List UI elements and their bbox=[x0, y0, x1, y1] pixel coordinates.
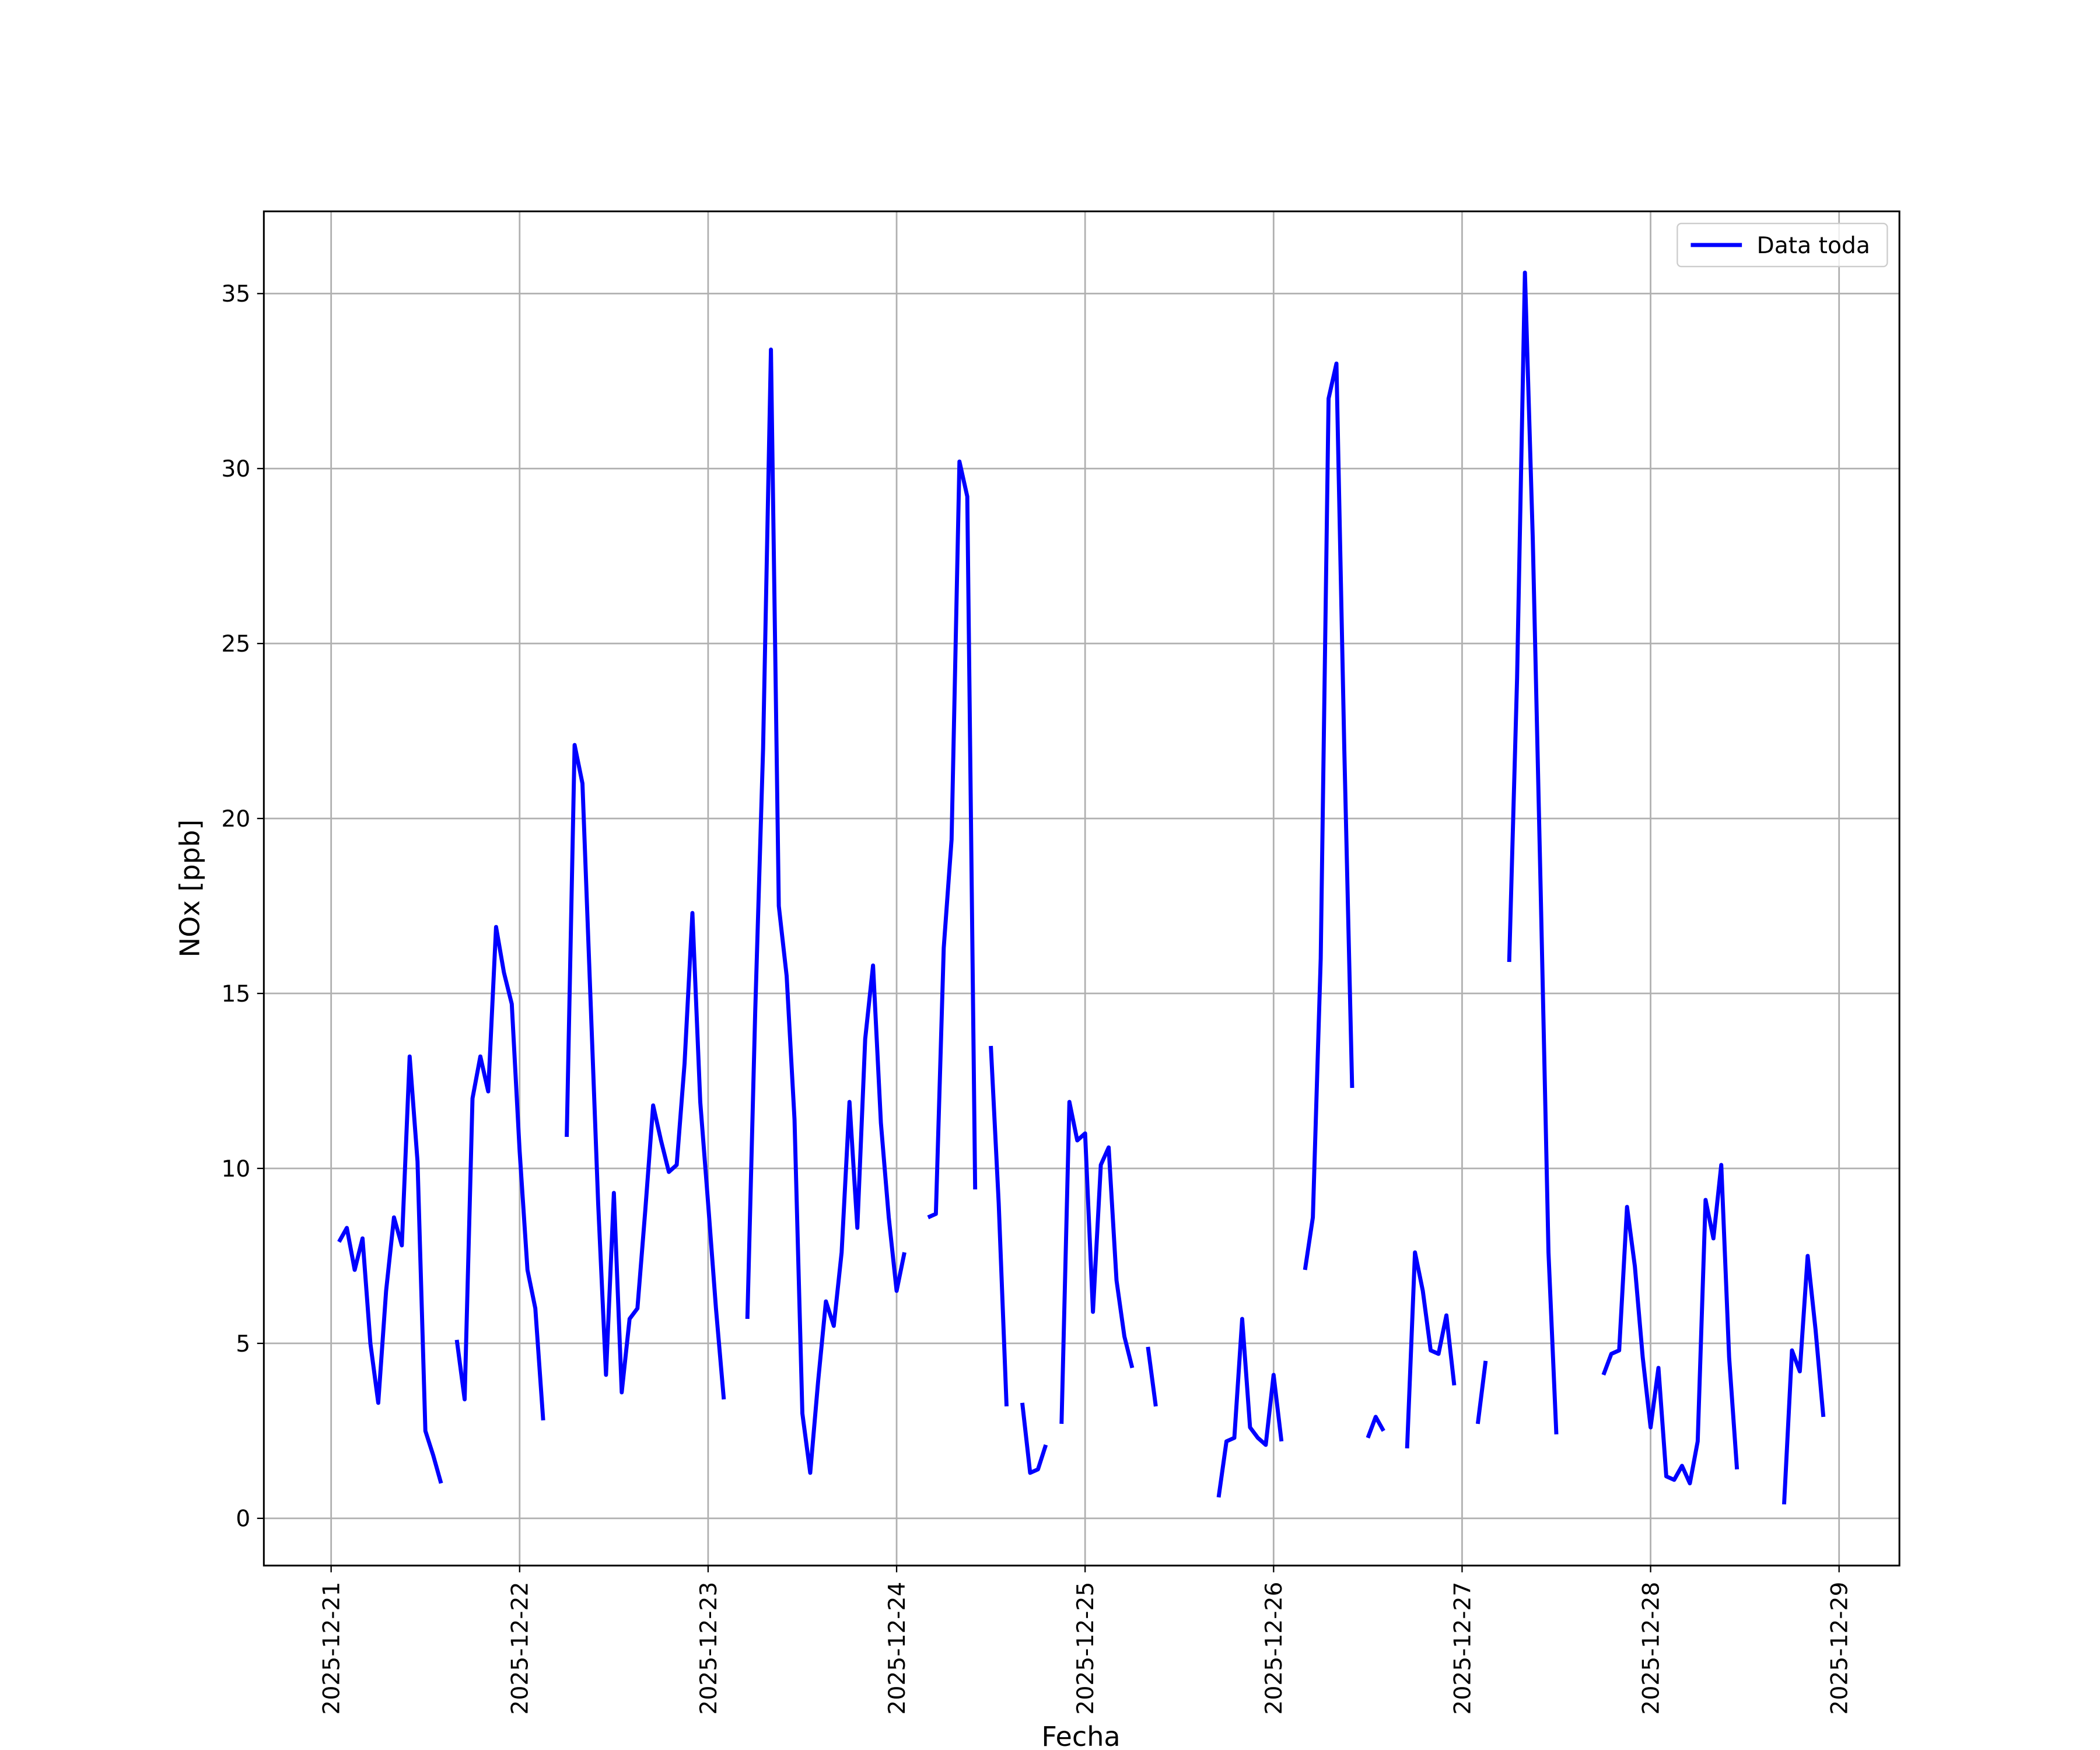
plot-frame bbox=[262, 210, 1901, 1567]
y-tick-label: 10 bbox=[221, 1156, 250, 1182]
data-line bbox=[337, 270, 1826, 1505]
y-axis-label: NOx [ppb] bbox=[174, 820, 206, 958]
x-tick-label: 2025-12-24 bbox=[884, 1582, 911, 1715]
x-tick-label: 2025-12-23 bbox=[696, 1582, 722, 1715]
y-tick-label: 25 bbox=[221, 631, 250, 657]
y-tick-label: 15 bbox=[221, 981, 250, 1007]
legend-label: Data toda bbox=[1757, 233, 1870, 259]
x-tick-label: 2025-12-25 bbox=[1073, 1582, 1099, 1715]
y-tick-label: 30 bbox=[221, 456, 250, 482]
x-axis-label: Fecha bbox=[1041, 1721, 1120, 1750]
x-tick-label: 2025-12-26 bbox=[1261, 1582, 1287, 1715]
y-tick-label: 35 bbox=[221, 281, 250, 307]
legend-box bbox=[1676, 222, 1888, 268]
y-tick-label: 5 bbox=[236, 1331, 250, 1357]
x-tick-label: 2025-12-28 bbox=[1638, 1582, 1664, 1715]
y-tick-label: 0 bbox=[236, 1506, 250, 1532]
x-tick-label: 2025-12-21 bbox=[318, 1582, 345, 1715]
x-tick-label: 2025-12-27 bbox=[1450, 1582, 1476, 1715]
x-tick-label: 2025-12-22 bbox=[508, 1582, 534, 1715]
x-tick-label: 2025-12-29 bbox=[1827, 1582, 1853, 1715]
y-tick-label: 20 bbox=[221, 806, 250, 832]
